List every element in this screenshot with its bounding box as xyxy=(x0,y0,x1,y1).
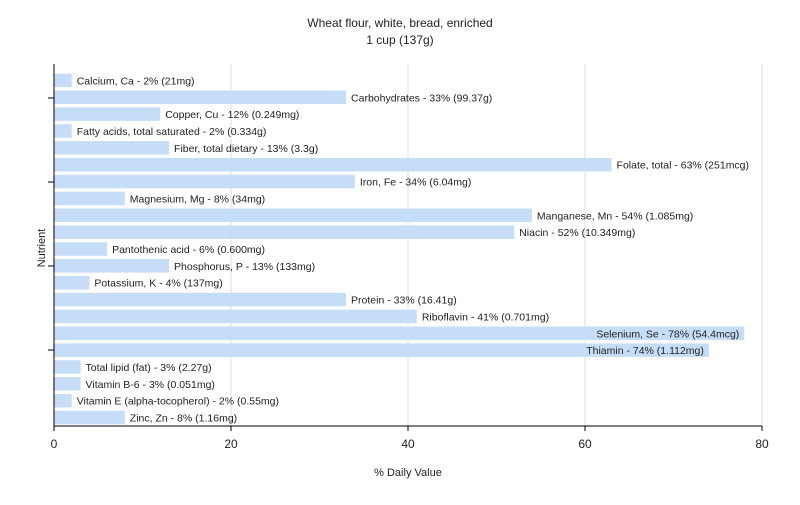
x-tick-labels: 0 20 40 60 80 xyxy=(51,437,769,451)
bar-label: Pantothenic acid - 6% (0.600mg) xyxy=(112,244,265,256)
axes xyxy=(48,64,763,431)
bar xyxy=(54,191,125,206)
bar-label: Niacin - 52% (10.349mg) xyxy=(519,227,635,239)
bars xyxy=(54,73,745,425)
x-tick-label: 40 xyxy=(401,437,415,451)
bar-label: Calcium, Ca - 2% (21mg) xyxy=(77,75,195,87)
chart-title: Wheat flour, white, bread, enriched xyxy=(307,16,492,30)
bar xyxy=(54,208,532,223)
bar xyxy=(54,292,347,307)
bar xyxy=(54,141,170,155)
bar-label: Total lipid (fat) - 3% (2.27g) xyxy=(86,362,212,374)
bar xyxy=(54,377,81,391)
bar xyxy=(54,90,347,105)
bar-label: Carbohydrates - 33% (99.37g) xyxy=(351,92,492,104)
bar xyxy=(54,309,417,324)
bar-label: Protein - 33% (16.41g) xyxy=(351,295,457,307)
bar-labels: Calcium, Ca - 2% (21mg) Carbohydrates - 3… xyxy=(77,75,749,424)
bar-label: Zinc, Zn - 8% (1.16mg) xyxy=(130,413,237,425)
bar xyxy=(54,124,72,138)
bar xyxy=(54,174,355,189)
grid-lines xyxy=(230,64,763,426)
bar xyxy=(54,157,612,172)
bar-label: Thiamin - 74% (1.112mg) xyxy=(586,345,704,357)
x-tick-label: 20 xyxy=(224,437,238,451)
bar xyxy=(54,225,515,239)
bar xyxy=(54,73,72,88)
bar-label: Potassium, K - 4% (137mg) xyxy=(94,278,222,290)
chart-subtitle: 1 cup (137g) xyxy=(366,33,433,47)
x-tick-label: 80 xyxy=(755,437,769,451)
bar-label: Folate, total - 63% (251mcg) xyxy=(617,160,749,172)
bar-label: Manganese, Mn - 54% (1.085mg) xyxy=(537,210,693,222)
bar-label: Riboflavin - 41% (0.701mg) xyxy=(422,311,549,323)
x-axis-label: % Daily Value xyxy=(374,467,442,479)
x-tick-label: 0 xyxy=(51,437,58,451)
bar-label: Vitamin B-6 - 3% (0.051mg) xyxy=(86,379,215,391)
bar-label: Copper, Cu - 12% (0.249mg) xyxy=(165,109,299,121)
bar-label: Selenium, Se - 78% (54.4mcg) xyxy=(596,328,739,340)
bar xyxy=(54,410,125,425)
bar xyxy=(54,360,81,374)
bar-label: Iron, Fe - 34% (6.04mg) xyxy=(360,177,471,189)
bar xyxy=(54,393,72,408)
x-tick-label: 60 xyxy=(578,437,592,451)
bar-label: Vitamin E (alpha-tocopherol) - 2% (0.55m… xyxy=(77,396,279,408)
bar-label: Fatty acids, total saturated - 2% (0.334… xyxy=(77,126,267,138)
bar xyxy=(54,259,170,273)
bar xyxy=(54,107,161,121)
bar xyxy=(54,275,90,290)
bar xyxy=(54,242,108,256)
bar xyxy=(54,326,745,341)
y-axis-label: Nutrient xyxy=(36,229,48,268)
bar xyxy=(54,343,709,357)
bar-label: Magnesium, Mg - 8% (34mg) xyxy=(130,193,265,205)
bar-label: Phosphorus, P - 13% (133mg) xyxy=(174,261,315,273)
bar-label: Fiber, total dietary - 13% (3.3g) xyxy=(174,143,318,155)
